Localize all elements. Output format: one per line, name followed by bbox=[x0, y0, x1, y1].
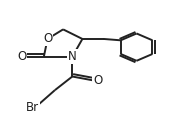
Text: O: O bbox=[17, 50, 26, 63]
Text: O: O bbox=[43, 32, 52, 45]
Text: N: N bbox=[68, 50, 77, 63]
Text: Br: Br bbox=[26, 101, 39, 114]
Text: O: O bbox=[93, 74, 102, 87]
